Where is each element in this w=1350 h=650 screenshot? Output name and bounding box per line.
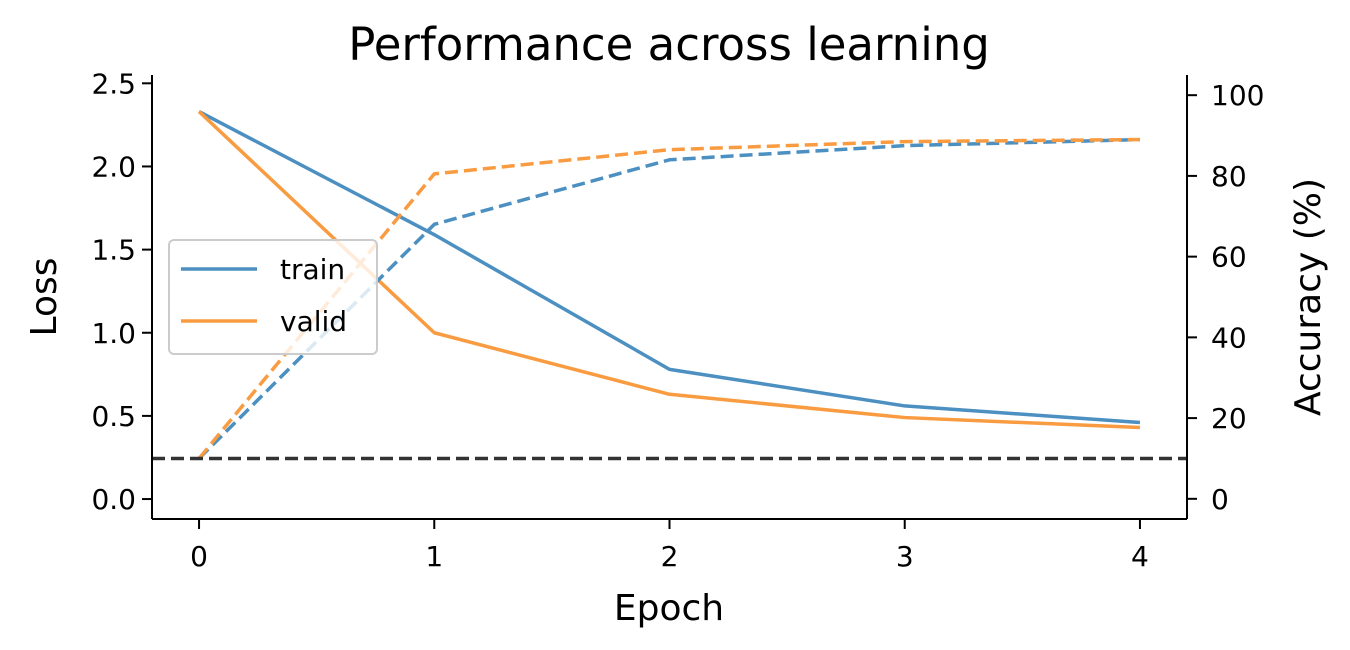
y-left-tick-label: 0.0: [91, 483, 136, 516]
y-left-axis-label: Loss: [24, 258, 65, 337]
legend-label-train: train: [280, 253, 345, 286]
y-right-axis-ticks: 0 20 40 60 80 100: [1187, 79, 1264, 516]
chart-title: Performance across learning: [348, 18, 990, 71]
series-line-accuracy-3-dashed: [197, 137, 1140, 460]
y-left-tick-label: 1.5: [91, 234, 136, 267]
y-right-axis-label: Accuracy (%): [1288, 178, 1329, 416]
x-axis-ticks: 0 1 2 3 4: [190, 519, 1149, 573]
legend: train valid: [168, 239, 378, 355]
x-tick-label: 4: [1131, 540, 1149, 573]
x-tick-label: 0: [190, 540, 208, 573]
y-left-axis-ticks: 0.0 0.5 1.0 1.5 2.0 2.5: [91, 67, 152, 516]
y-right-tick-label: 40: [1211, 321, 1247, 354]
x-tick-label: 2: [661, 540, 679, 573]
y-right-tick-label: 100: [1211, 79, 1264, 112]
y-left-tick-label: 2.0: [91, 150, 136, 183]
series-line-train: [198, 110, 1141, 425]
x-tick-label: 3: [896, 540, 914, 573]
y-left-tick-label: 0.5: [91, 400, 136, 433]
x-tick-label: 1: [425, 540, 443, 573]
y-left-tick-label: 1.0: [91, 317, 136, 350]
y-right-tick-label: 20: [1211, 402, 1247, 435]
y-right-tick-label: 60: [1211, 241, 1247, 274]
y-right-tick-label: 80: [1211, 160, 1247, 193]
x-axis-label: Epoch: [614, 588, 724, 629]
legend-label-valid: valid: [280, 305, 347, 338]
y-right-tick-label: 0: [1211, 483, 1229, 516]
y-left-tick-label: 2.5: [91, 67, 136, 100]
